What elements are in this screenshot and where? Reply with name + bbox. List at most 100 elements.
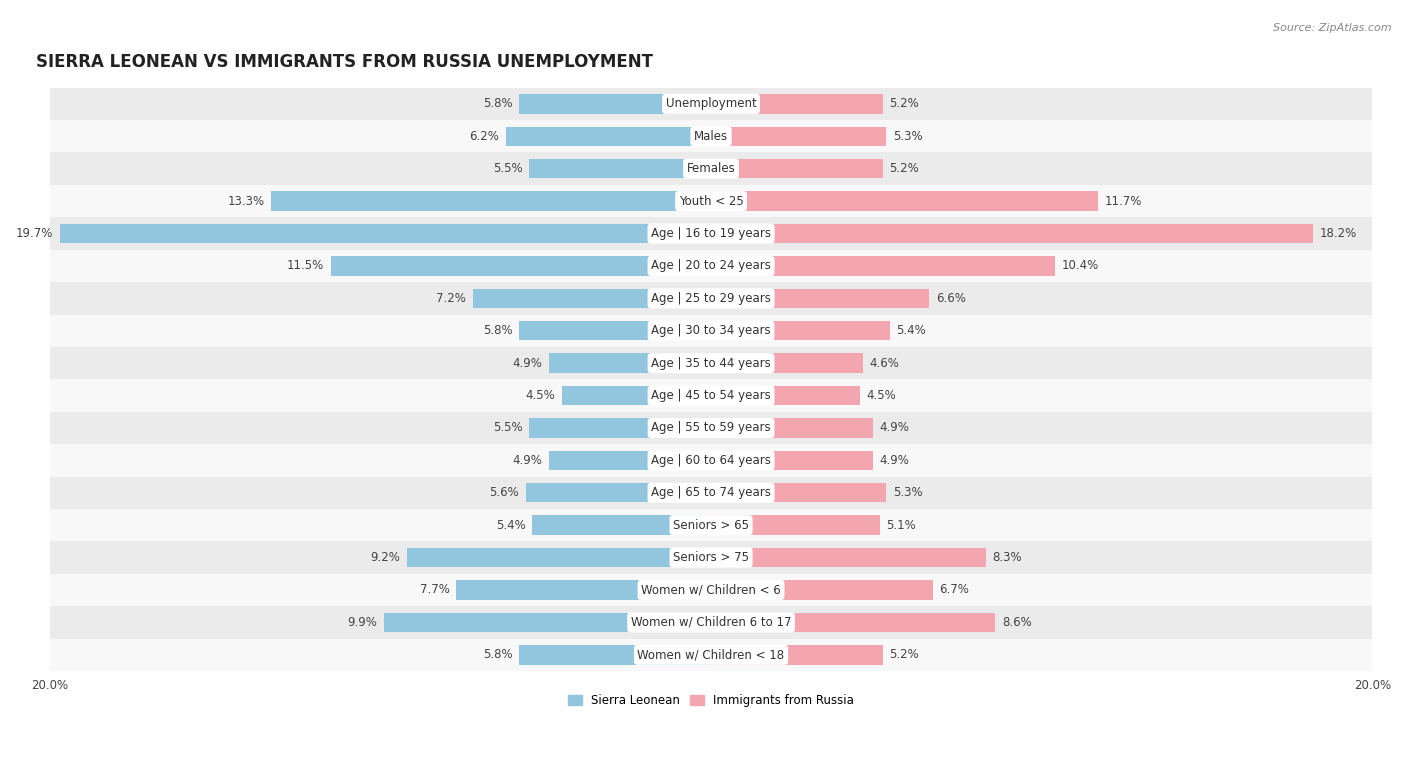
Text: 13.3%: 13.3% — [228, 195, 264, 207]
Text: Women w/ Children < 6: Women w/ Children < 6 — [641, 584, 780, 597]
Bar — [519, 645, 711, 665]
Text: Age | 55 to 59 years: Age | 55 to 59 years — [651, 422, 770, 435]
Bar — [711, 645, 883, 665]
Bar — [529, 159, 711, 179]
Bar — [711, 548, 986, 567]
Text: Youth < 25: Youth < 25 — [679, 195, 744, 207]
Bar — [49, 217, 1372, 250]
Text: 10.4%: 10.4% — [1062, 260, 1099, 273]
Bar — [49, 282, 1372, 314]
Bar — [49, 314, 1372, 347]
Text: 5.3%: 5.3% — [893, 129, 922, 143]
Bar — [49, 477, 1372, 509]
Text: 4.5%: 4.5% — [526, 389, 555, 402]
Bar — [711, 126, 886, 146]
Text: 5.5%: 5.5% — [494, 162, 523, 175]
Text: 5.2%: 5.2% — [890, 648, 920, 662]
Text: Age | 20 to 24 years: Age | 20 to 24 years — [651, 260, 770, 273]
Text: 7.7%: 7.7% — [420, 584, 450, 597]
Text: Source: ZipAtlas.com: Source: ZipAtlas.com — [1274, 23, 1392, 33]
Bar — [59, 224, 711, 243]
Bar — [711, 321, 890, 341]
Text: 18.2%: 18.2% — [1319, 227, 1357, 240]
Bar — [711, 256, 1054, 276]
Text: 4.9%: 4.9% — [513, 454, 543, 467]
Bar — [711, 192, 1098, 211]
Text: Seniors > 75: Seniors > 75 — [673, 551, 749, 564]
Bar — [548, 354, 711, 373]
Bar — [519, 321, 711, 341]
Text: Age | 65 to 74 years: Age | 65 to 74 years — [651, 486, 770, 500]
Text: 4.9%: 4.9% — [880, 422, 910, 435]
Text: Women w/ Children 6 to 17: Women w/ Children 6 to 17 — [631, 616, 792, 629]
Bar — [711, 450, 873, 470]
Bar — [49, 639, 1372, 671]
Bar — [711, 581, 932, 600]
Text: Age | 25 to 29 years: Age | 25 to 29 years — [651, 291, 770, 305]
Bar — [711, 418, 873, 438]
Bar — [457, 581, 711, 600]
Text: 19.7%: 19.7% — [15, 227, 53, 240]
Bar — [49, 379, 1372, 412]
Bar — [711, 612, 995, 632]
Bar — [49, 250, 1372, 282]
Text: 9.9%: 9.9% — [347, 616, 377, 629]
Text: Males: Males — [695, 129, 728, 143]
Bar — [49, 88, 1372, 120]
Text: 5.6%: 5.6% — [489, 486, 519, 500]
Bar — [49, 152, 1372, 185]
Bar — [711, 94, 883, 114]
Text: 8.6%: 8.6% — [1002, 616, 1032, 629]
Bar — [49, 444, 1372, 477]
Bar — [506, 126, 711, 146]
Text: Women w/ Children < 18: Women w/ Children < 18 — [637, 648, 785, 662]
Text: Females: Females — [686, 162, 735, 175]
Text: 4.6%: 4.6% — [870, 357, 900, 369]
Bar — [49, 412, 1372, 444]
Bar — [49, 574, 1372, 606]
Bar — [533, 516, 711, 535]
Text: 8.3%: 8.3% — [993, 551, 1022, 564]
Text: 6.2%: 6.2% — [470, 129, 499, 143]
Bar — [562, 386, 711, 405]
Text: Age | 30 to 34 years: Age | 30 to 34 years — [651, 324, 770, 337]
Legend: Sierra Leonean, Immigrants from Russia: Sierra Leonean, Immigrants from Russia — [564, 690, 859, 712]
Bar — [526, 483, 711, 503]
Text: 9.2%: 9.2% — [370, 551, 401, 564]
Bar — [49, 541, 1372, 574]
Bar — [711, 354, 863, 373]
Bar — [271, 192, 711, 211]
Text: 6.7%: 6.7% — [939, 584, 969, 597]
Text: 4.9%: 4.9% — [880, 454, 910, 467]
Text: 11.5%: 11.5% — [287, 260, 325, 273]
Text: Age | 45 to 54 years: Age | 45 to 54 years — [651, 389, 770, 402]
Text: 5.8%: 5.8% — [484, 324, 513, 337]
Bar — [711, 483, 886, 503]
Bar — [711, 159, 883, 179]
Bar — [711, 386, 860, 405]
Bar — [519, 94, 711, 114]
Bar — [529, 418, 711, 438]
Text: 5.2%: 5.2% — [890, 162, 920, 175]
Bar — [330, 256, 711, 276]
Text: 5.8%: 5.8% — [484, 98, 513, 111]
Text: 4.5%: 4.5% — [866, 389, 896, 402]
Text: 11.7%: 11.7% — [1105, 195, 1142, 207]
Bar — [711, 224, 1313, 243]
Text: 5.4%: 5.4% — [496, 519, 526, 531]
Text: Age | 60 to 64 years: Age | 60 to 64 years — [651, 454, 770, 467]
Bar — [384, 612, 711, 632]
Text: 5.3%: 5.3% — [893, 486, 922, 500]
Bar — [406, 548, 711, 567]
Text: SIERRA LEONEAN VS IMMIGRANTS FROM RUSSIA UNEMPLOYMENT: SIERRA LEONEAN VS IMMIGRANTS FROM RUSSIA… — [37, 53, 654, 71]
Text: 6.6%: 6.6% — [936, 291, 966, 305]
Bar — [49, 347, 1372, 379]
Text: Unemployment: Unemployment — [665, 98, 756, 111]
Text: Seniors > 65: Seniors > 65 — [673, 519, 749, 531]
Bar — [49, 120, 1372, 152]
Text: 5.4%: 5.4% — [896, 324, 927, 337]
Text: 5.5%: 5.5% — [494, 422, 523, 435]
Bar — [711, 516, 880, 535]
Bar — [472, 288, 711, 308]
Text: 4.9%: 4.9% — [513, 357, 543, 369]
